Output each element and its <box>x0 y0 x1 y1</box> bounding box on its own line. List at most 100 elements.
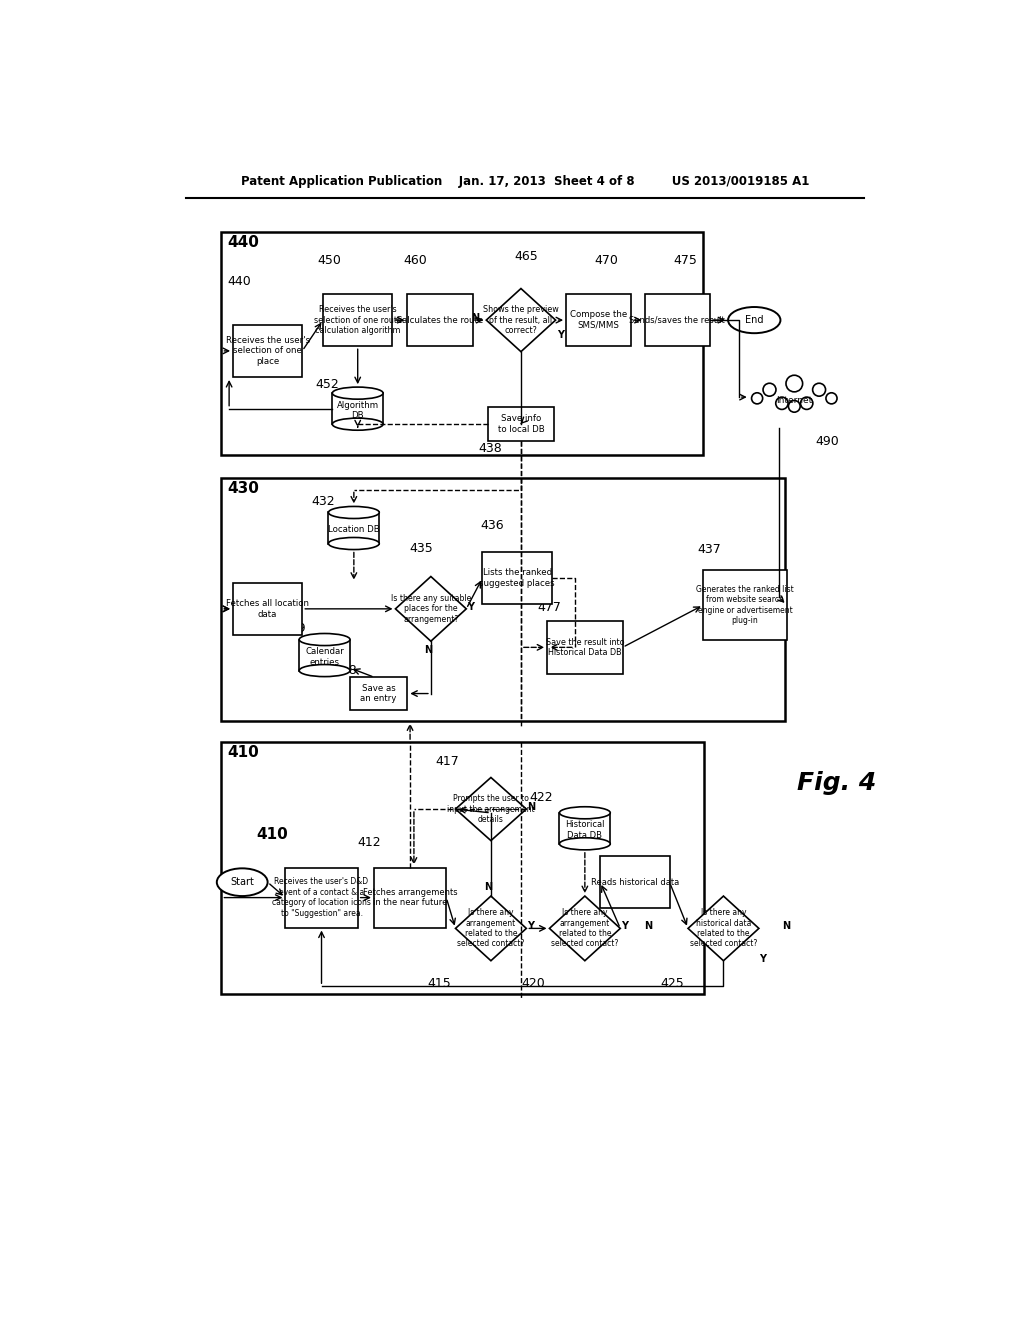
Circle shape <box>801 397 813 409</box>
Text: Receives the user's
selection of one
place: Receives the user's selection of one pla… <box>225 337 309 366</box>
Text: Historical
Data DB: Historical Data DB <box>565 821 604 840</box>
Text: Save the result into
Historical Data DB: Save the result into Historical Data DB <box>546 638 625 657</box>
Text: 422: 422 <box>529 791 553 804</box>
Ellipse shape <box>329 537 379 549</box>
Ellipse shape <box>728 308 780 333</box>
Bar <box>566 294 632 346</box>
Text: Y: Y <box>622 921 629 931</box>
Polygon shape <box>688 896 759 961</box>
Text: Start: Start <box>230 878 254 887</box>
Text: Is there any
arrangement
related to the
selected contact?: Is there any arrangement related to the … <box>551 908 618 949</box>
Text: Save as
an entry: Save as an entry <box>360 684 396 704</box>
Text: 465: 465 <box>515 251 539 264</box>
Circle shape <box>786 375 803 392</box>
Text: Y: Y <box>467 602 474 611</box>
Text: Location DB: Location DB <box>328 525 380 535</box>
Ellipse shape <box>333 387 383 399</box>
Text: 437: 437 <box>697 543 721 556</box>
Polygon shape <box>456 896 526 961</box>
Text: 435: 435 <box>410 543 433 556</box>
Text: 417: 417 <box>435 755 459 768</box>
Text: Is there any
historical data
related to the
selected contact?: Is there any historical data related to … <box>690 908 757 949</box>
Text: Shows the preview
of the result, all
correct?: Shows the preview of the result, all cor… <box>483 305 559 335</box>
Bar <box>488 407 554 441</box>
Ellipse shape <box>559 807 610 818</box>
Text: 460: 460 <box>403 253 427 267</box>
Bar <box>333 393 383 424</box>
Text: 475: 475 <box>674 253 697 267</box>
Text: Receives the user's
selection of one route
calculation algorithm: Receives the user's selection of one rou… <box>313 305 401 335</box>
Bar <box>329 512 379 544</box>
Text: Lists the ranked
suggested places: Lists the ranked suggested places <box>479 569 555 587</box>
Text: 440: 440 <box>227 275 251 288</box>
Ellipse shape <box>217 869 267 896</box>
Text: End: End <box>745 315 764 325</box>
Ellipse shape <box>757 381 831 412</box>
Text: 432: 432 <box>311 495 335 508</box>
Polygon shape <box>486 289 556 351</box>
Bar <box>349 677 408 710</box>
Circle shape <box>826 393 837 404</box>
Polygon shape <box>550 896 621 961</box>
Polygon shape <box>456 777 526 841</box>
Text: N: N <box>527 801 535 812</box>
Bar <box>299 639 350 671</box>
Text: 477: 477 <box>538 601 561 614</box>
Circle shape <box>752 393 763 404</box>
Text: 470: 470 <box>595 253 618 267</box>
Text: Sends/saves the result: Sends/saves the result <box>630 315 725 325</box>
Text: Reads historical data: Reads historical data <box>591 878 679 887</box>
Text: 418: 418 <box>334 664 357 677</box>
Bar <box>323 294 392 346</box>
Text: Is there any
arrangement
related to the
selected contact?: Is there any arrangement related to the … <box>458 908 524 949</box>
Bar <box>233 582 302 635</box>
Text: N: N <box>644 921 652 931</box>
Text: 452: 452 <box>315 378 339 391</box>
Text: Prompts the user to
input the arrangement
details: Prompts the user to input the arrangemen… <box>447 795 535 824</box>
Text: Y: Y <box>527 921 535 931</box>
Bar <box>221 478 785 721</box>
Ellipse shape <box>299 634 350 645</box>
Text: Y: Y <box>557 330 564 341</box>
Text: 438: 438 <box>478 442 503 455</box>
Bar <box>482 552 552 605</box>
Text: Is there any suitable
places for the
arrangement?: Is there any suitable places for the arr… <box>391 594 471 624</box>
Bar <box>286 867 357 928</box>
Text: Algorithm
DB: Algorithm DB <box>337 401 379 420</box>
Circle shape <box>788 400 800 412</box>
Text: N: N <box>782 921 791 931</box>
Bar <box>374 867 446 928</box>
Text: 410: 410 <box>256 826 288 842</box>
Text: 430: 430 <box>227 482 259 496</box>
Text: 490: 490 <box>816 436 840 449</box>
Text: 420: 420 <box>521 977 546 990</box>
Text: N: N <box>484 882 493 892</box>
Text: 410: 410 <box>227 746 259 760</box>
Bar <box>547 622 623 673</box>
Bar <box>559 813 610 843</box>
Text: N: N <box>425 645 432 656</box>
Text: Save info
to local DB: Save info to local DB <box>498 414 545 434</box>
Bar <box>600 855 670 908</box>
Text: Calculates the route: Calculates the route <box>396 315 483 325</box>
Polygon shape <box>395 577 466 642</box>
Text: 436: 436 <box>480 519 504 532</box>
Ellipse shape <box>299 664 350 677</box>
Ellipse shape <box>559 838 610 850</box>
Bar <box>221 231 702 455</box>
Bar <box>408 294 473 346</box>
Circle shape <box>763 383 776 396</box>
Text: Calendar
entries: Calendar entries <box>305 647 344 667</box>
Text: Fetches arrangements
in the near future: Fetches arrangements in the near future <box>362 888 458 907</box>
Circle shape <box>813 383 825 396</box>
Text: Patent Application Publication    Jan. 17, 2013  Sheet 4 of 8         US 2013/00: Patent Application Publication Jan. 17, … <box>241 176 809 187</box>
Bar <box>221 742 705 994</box>
Bar <box>644 294 710 346</box>
Circle shape <box>776 397 788 409</box>
Ellipse shape <box>329 507 379 519</box>
Text: Y: Y <box>759 954 766 964</box>
Bar <box>233 325 302 378</box>
Text: 440: 440 <box>227 235 259 249</box>
Text: N: N <box>471 313 479 323</box>
Text: Generates the ranked list
from website search
engine or advertisement
plug-in: Generates the ranked list from website s… <box>696 585 794 626</box>
